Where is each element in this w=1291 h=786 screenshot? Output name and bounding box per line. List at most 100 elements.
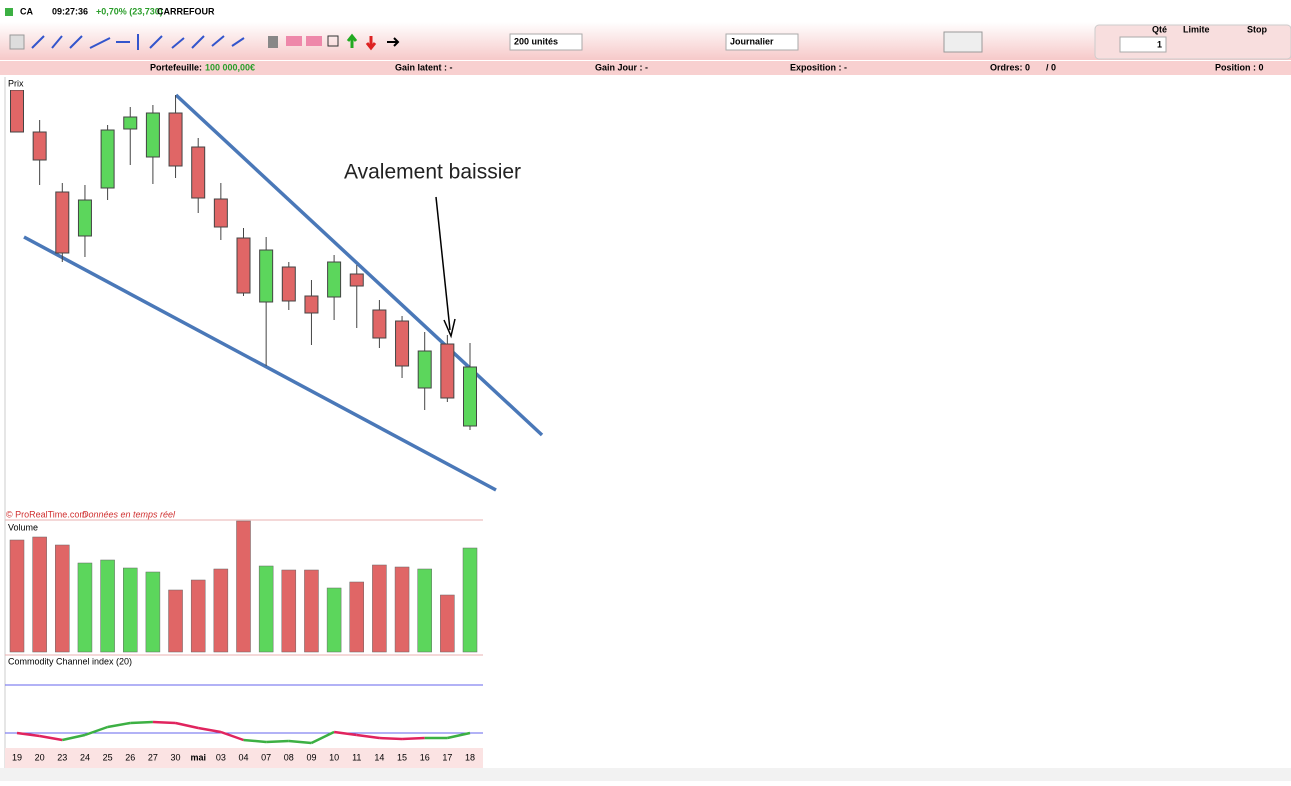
candle-body [168,112,183,167]
candle-body [123,116,138,130]
candle-body [145,112,160,158]
volume-bar [349,581,364,653]
cci-segment [266,739,289,744]
x-tick-label: 18 [465,752,475,762]
volume-bar [100,559,115,653]
candle-body [236,237,251,294]
trend-line [23,235,497,492]
x-tick-label: 14 [374,752,384,762]
price-panel-label: Prix [8,78,24,88]
candle-body [417,350,432,389]
candle-body [304,295,319,314]
cci-segment [220,730,244,742]
cci-segment [333,730,357,737]
candle-body [191,146,206,199]
volume-bar [462,547,478,653]
candle-body [349,273,364,287]
x-tick-label: 15 [397,752,407,762]
name: CARREFOUR [157,6,215,16]
candle-body [77,199,92,237]
realtime: Données en temps réel [82,509,176,519]
x-tick-label: 09 [306,752,316,762]
time: 09:27:36 [52,6,88,16]
x-tick-label: 27 [148,752,158,762]
volume-bar [145,571,161,653]
chart-type[interactable] [943,31,983,53]
volume-bar [123,567,138,653]
candle-body [10,90,24,133]
cci-segment [243,738,267,744]
candle-body [259,249,274,303]
annotation-arrow [435,196,451,331]
volume-bar [394,566,410,653]
quantity-select[interactable] [509,33,583,51]
cci-segment [401,736,425,741]
cci-panel-label: Commodity Channel index (20) [8,656,132,666]
candle-body [281,266,296,302]
x-tick-label: 17 [442,752,452,762]
volume-panel-label: Volume [8,522,38,532]
cci-segment [16,731,40,738]
gain-day: Gain Jour : - [595,62,648,72]
cci-segment [379,736,403,741]
qty-label: Qté [1152,24,1167,34]
period-select[interactable] [725,33,799,51]
candle-body [395,320,410,367]
cci-segment [197,726,222,734]
x-tick-label: 11 [352,752,361,762]
volume-bar [304,569,319,653]
exposure: Exposition : - [790,62,847,72]
quantity-select-label: 200 unités [514,36,558,46]
copyright: © ProRealTime.com [6,509,87,519]
x-tick-label: 30 [171,752,181,762]
volume-bar [9,539,25,653]
volume-bar [258,565,274,653]
candle-body [463,366,477,427]
tool-icons [9,33,400,51]
volume-bar [190,579,206,653]
cci-segment [447,731,471,740]
x-tick-label: 25 [103,752,113,762]
cci-segment [175,721,199,730]
volume-bar [326,587,342,653]
position: Position : 0 [1215,62,1264,72]
volume-bar [168,589,183,653]
icon [5,8,13,16]
x-tick-label: 16 [420,752,430,762]
qty-value: 1 [1157,39,1162,49]
cci-segment [62,733,86,742]
x-tick-label: 20 [35,752,45,762]
volume-bar [281,569,297,653]
limit-label: Limite [1183,24,1210,34]
cci-segment [152,720,176,725]
annotation: Avalement baissier [344,161,521,184]
cci-segment [39,734,63,742]
volume-bar [213,568,229,653]
cci-segment [310,730,335,745]
cci-segment [130,720,153,725]
status-bar [0,61,1291,75]
candles [10,90,477,430]
volume-bar [32,536,47,653]
x-axis-bar [5,748,483,768]
x-tick-label: 04 [238,752,248,762]
qty-input[interactable] [1119,36,1167,53]
cci-segment [356,733,380,740]
orders-b: / 0 [1046,62,1056,72]
x-tick-label: mai [190,752,206,762]
x-tick-label: 07 [261,752,271,762]
volume-bar [236,520,251,653]
portfolio-label: Portefeuille: [150,62,202,72]
trend-line [174,93,544,437]
cci-segment [288,739,312,745]
candle-body [100,129,115,189]
x-tick-label: 08 [284,752,294,762]
annotation-arrowhead [443,318,456,339]
orders: Ordres: 0 [990,62,1030,72]
volume-bar [77,562,93,653]
bottom-bar [0,768,1291,781]
candle-body [55,191,70,254]
candle-body [372,309,387,339]
